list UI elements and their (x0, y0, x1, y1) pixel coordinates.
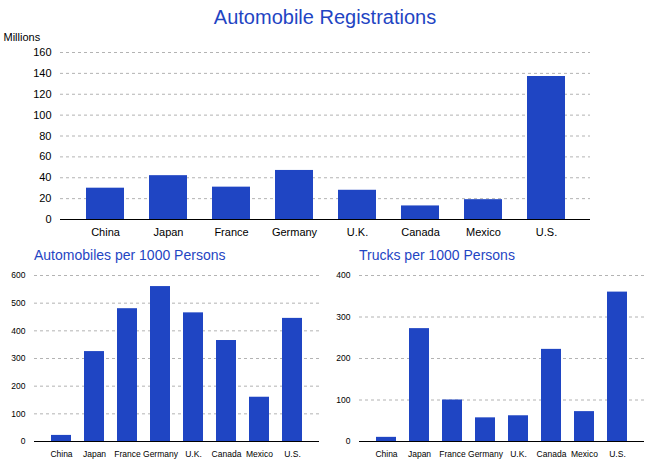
svg-text:Japan: Japan (408, 449, 431, 459)
svg-text:China: China (91, 226, 121, 238)
svg-text:400: 400 (11, 326, 25, 336)
svg-text:300: 300 (336, 312, 350, 322)
svg-text:0: 0 (21, 436, 26, 446)
svg-text:0: 0 (45, 213, 51, 225)
svg-text:Mexico: Mexico (571, 449, 598, 459)
html-text:Trucks per 1000 Persons: Trucks per 1000 Persons (359, 247, 515, 263)
svg-text:140: 140 (33, 67, 51, 79)
svg-text:Mexico: Mexico (466, 226, 501, 238)
svg-text:China: China (50, 449, 72, 459)
svg-text:80: 80 (39, 130, 51, 142)
svg-text:France: France (439, 449, 466, 459)
svg-text:100: 100 (33, 109, 51, 121)
html-text:Automobile Registrations: Automobile Registrations (213, 6, 437, 28)
svg-text:400: 400 (336, 270, 350, 280)
svg-text:300: 300 (11, 353, 25, 363)
svg-text:Japan: Japan (154, 226, 184, 238)
svg-text:0: 0 (346, 436, 351, 446)
svg-text:U.S.: U.S. (609, 449, 626, 459)
svg-text:U.S.: U.S. (284, 449, 301, 459)
svg-text:Germany: Germany (272, 226, 318, 238)
svg-text:Mexico: Mexico (246, 449, 273, 459)
svg-text:China: China (375, 449, 397, 459)
svg-text:Canada: Canada (401, 226, 440, 238)
svg-text:600: 600 (11, 270, 25, 280)
svg-text:40: 40 (39, 171, 51, 183)
svg-text:100: 100 (336, 395, 350, 405)
svg-text:Germany: Germany (143, 449, 179, 459)
svg-text:20: 20 (39, 192, 51, 204)
svg-text:200: 200 (336, 353, 350, 363)
svg-text:Canada: Canada (212, 449, 242, 459)
svg-text:Millions: Millions (4, 31, 41, 43)
svg-text:Japan: Japan (83, 449, 106, 459)
svg-text:U.K.: U.K. (185, 449, 202, 459)
svg-text:France: France (214, 226, 248, 238)
svg-text:U.K.: U.K. (510, 449, 527, 459)
svg-text:U.S.: U.S. (536, 226, 557, 238)
svg-text:U.K.: U.K. (347, 226, 368, 238)
svg-text:France: France (114, 449, 141, 459)
svg-text:120: 120 (33, 88, 51, 100)
svg-text:60: 60 (39, 150, 51, 162)
svg-text:Canada: Canada (537, 449, 567, 459)
svg-text:Germany: Germany (468, 449, 504, 459)
svg-text:200: 200 (11, 381, 25, 391)
svg-text:160: 160 (33, 46, 51, 58)
svg-text:500: 500 (11, 298, 25, 308)
svg-text:100: 100 (11, 409, 25, 419)
html-text:Automobiles per 1000 Persons: Automobiles per 1000 Persons (34, 247, 226, 263)
